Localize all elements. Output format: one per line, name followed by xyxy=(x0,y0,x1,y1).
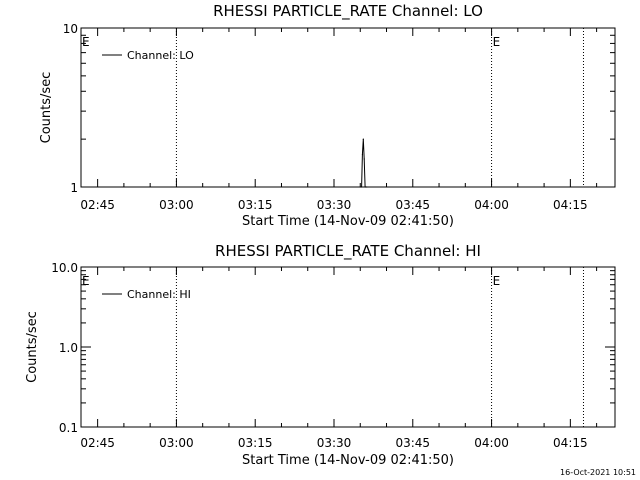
series-point xyxy=(364,186,366,188)
series-point xyxy=(359,186,361,188)
series-point xyxy=(366,186,368,188)
y-tick-label: 1.0 xyxy=(59,341,78,355)
x-tick-label: 03:15 xyxy=(238,436,273,450)
x-tick-label: 03:00 xyxy=(159,198,194,212)
y-axis-label: Counts/sec xyxy=(25,311,40,383)
event-marker-label: E xyxy=(493,35,501,49)
x-tick-label: 04:15 xyxy=(553,436,588,450)
footer-timestamp: 16-Oct-2021 10:51 xyxy=(560,468,636,477)
series-point xyxy=(361,153,364,156)
chart-title: RHESSI PARTICLE_RATE Channel: LO xyxy=(213,2,483,21)
x-tick-label: 04:00 xyxy=(474,436,509,450)
event-marker-label: E xyxy=(82,274,90,288)
y-tick-label: 0.1 xyxy=(59,421,78,435)
series-point xyxy=(360,186,363,188)
hi-channel-panel: RHESSI PARTICLE_RATE Channel: HI 02:45 03:… xyxy=(25,242,616,468)
event-marker-label: E xyxy=(493,274,501,288)
lo-channel-panel: RHESSI PARTICLE_RATE Channel: LO 02:45 03:… xyxy=(39,2,616,229)
x-tick-label: 02:45 xyxy=(80,436,115,450)
x-tick-label: 02:45 xyxy=(80,198,115,212)
x-tick-label: 03:30 xyxy=(317,436,352,450)
event-marker-label: E xyxy=(82,35,90,49)
x-axis-label: Start Time (14-Nov-09 02:41:50) xyxy=(242,453,454,468)
x-tick-label: 04:00 xyxy=(474,198,509,212)
legend-entry: Channel: LO xyxy=(127,49,194,62)
x-tick-label: 03:45 xyxy=(395,198,430,212)
y-axis-label: Counts/sec xyxy=(39,72,54,144)
series-point xyxy=(365,186,367,188)
series-point xyxy=(362,138,364,140)
legend-entry: Channel: HI xyxy=(127,288,191,301)
x-axis-label: Start Time (14-Nov-09 02:41:50) xyxy=(242,214,454,229)
x-tick-label: 03:15 xyxy=(238,198,273,212)
y-tick-label: 1 xyxy=(70,181,78,195)
y-tick-label: 10.0 xyxy=(51,261,78,275)
plot-frame xyxy=(80,27,616,188)
y-tick-label: 10 xyxy=(63,22,78,36)
series-point xyxy=(363,158,365,160)
x-tick-label: 03:45 xyxy=(395,436,430,450)
x-tick-label: 04:15 xyxy=(553,198,588,212)
chart-title: RHESSI PARTICLE_RATE Channel: HI xyxy=(215,242,481,261)
x-tick-label: 03:00 xyxy=(159,436,194,450)
x-tick-label: 03:30 xyxy=(317,198,352,212)
